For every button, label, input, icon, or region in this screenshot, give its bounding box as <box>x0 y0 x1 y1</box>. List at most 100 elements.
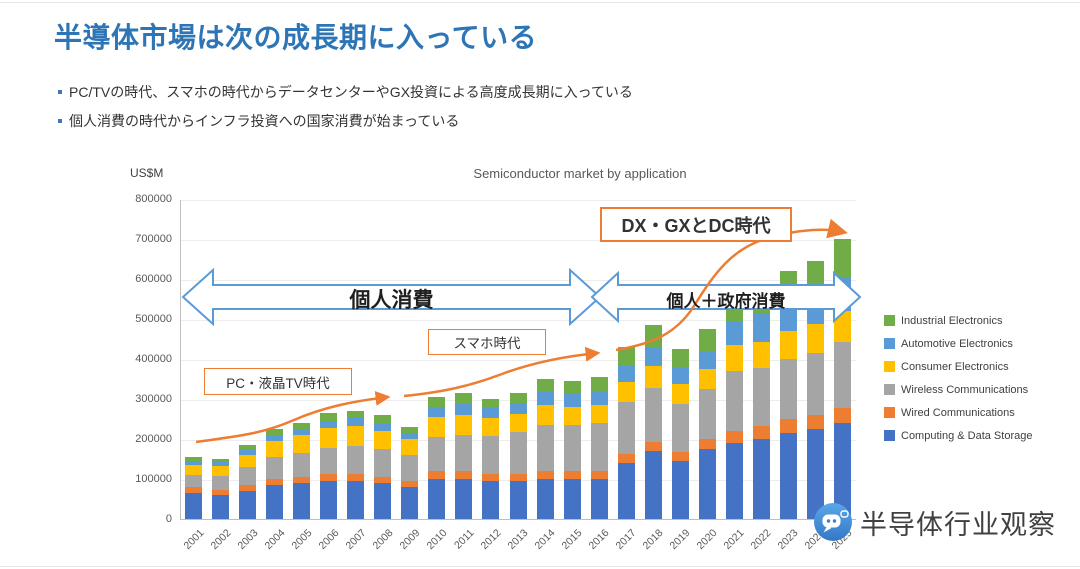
bar-2013 <box>509 393 527 519</box>
bar-segment <box>698 329 716 353</box>
bar-segment <box>482 473 500 481</box>
bar-segment <box>509 480 527 519</box>
bar-segment <box>779 359 797 419</box>
bar-segment <box>185 493 203 519</box>
bar-segment <box>563 478 581 519</box>
watermark-text: 半导体行业观察 <box>860 509 1056 540</box>
bar-segment <box>833 239 851 277</box>
chart-title: Semiconductor market by application <box>473 166 687 181</box>
bar-segment <box>509 413 527 432</box>
legend-item: Wireless Communications <box>884 378 1032 401</box>
y-axis-tick-label: 800000 <box>135 193 172 205</box>
bar-2009 <box>401 427 419 519</box>
y-axis-tick-label: 400000 <box>135 353 172 365</box>
bar-segment <box>185 487 203 493</box>
legend-swatch <box>884 407 895 418</box>
era-box-label: スマホ時代 <box>453 336 521 351</box>
bar-2002 <box>212 459 230 519</box>
bar-segment <box>752 425 770 439</box>
bar-segment <box>671 384 689 405</box>
bar-segment <box>239 485 257 491</box>
bar-2012 <box>482 399 500 519</box>
bar-segment <box>698 448 716 519</box>
bar-2014 <box>536 379 554 519</box>
bar-segment <box>320 448 338 475</box>
x-axis-line <box>180 519 856 520</box>
bar-segment <box>590 405 608 423</box>
bar-segment <box>509 431 527 474</box>
bar-segment <box>428 397 446 407</box>
bar-segment <box>563 394 581 407</box>
bar-segment <box>644 365 662 388</box>
bar-segment <box>374 448 392 477</box>
bar-segment <box>644 347 662 366</box>
bar-segment <box>671 404 689 453</box>
bar-2022 <box>752 287 770 519</box>
gridline <box>180 200 856 201</box>
bar-segment <box>698 368 716 389</box>
bar-segment <box>239 455 257 468</box>
bar-segment <box>239 490 257 519</box>
wechat-logo-icon <box>814 503 852 541</box>
bar-segment <box>563 470 581 479</box>
bar-segment <box>779 419 797 433</box>
bullet-text: 個人消費の時代からインフラ投資への国家消費が始まっている <box>69 113 460 129</box>
page-title: 半導体市場は次の成長期に入っている <box>54 22 538 53</box>
bar-2003 <box>239 445 257 519</box>
bar-segment <box>482 417 500 436</box>
bar-segment <box>455 470 473 479</box>
era-box-label: PC・液晶TV時代 <box>226 375 330 391</box>
bar-segment <box>266 479 284 485</box>
bar-segment <box>833 407 851 423</box>
bar-segment <box>671 452 689 461</box>
bar-segment <box>455 403 473 415</box>
slide-border-bottom <box>0 566 1080 567</box>
bar-2004 <box>266 429 284 519</box>
bar-segment <box>374 430 392 449</box>
gridline <box>180 240 856 241</box>
bar-segment <box>374 422 392 431</box>
bar-segment <box>590 377 608 391</box>
bar-segment <box>239 445 257 450</box>
bar-segment <box>320 480 338 519</box>
y-axis-tick-label: 500000 <box>135 313 172 325</box>
bar-segment <box>752 367 770 426</box>
bar-segment <box>185 475 203 487</box>
era-box-label: DX・GXとDC時代 <box>621 215 771 236</box>
legend-swatch <box>884 315 895 326</box>
bar-segment <box>266 485 284 519</box>
bar-segment <box>671 349 689 368</box>
legend-swatch <box>884 361 895 372</box>
y-axis-tick-label: 0 <box>165 513 172 525</box>
y-axis-tick-label: 300000 <box>135 393 172 405</box>
bar-segment <box>536 379 554 393</box>
era-box-dx-gx-dc: DX・GXとDC時代 <box>600 207 792 242</box>
bar-segment <box>185 461 203 465</box>
bar-segment <box>347 418 365 427</box>
legend-label: Industrial Electronics <box>901 314 1003 327</box>
bar-segment <box>752 313 770 342</box>
bar-segment <box>320 474 338 481</box>
legend-label: Automotive Electronics <box>901 337 1013 350</box>
bar-2025 <box>833 239 851 519</box>
bar-segment <box>590 479 608 519</box>
legend-item: Consumer Electronics <box>884 355 1032 378</box>
bar-segment <box>698 352 716 369</box>
legend-item: Computing & Data Storage <box>884 424 1032 447</box>
bar-segment <box>266 457 284 479</box>
consumption-arrow-right-label: 個人＋政府消費 <box>666 292 786 311</box>
bar-segment <box>455 393 473 404</box>
bullet-icon <box>58 119 62 123</box>
y-axis-line <box>180 200 181 520</box>
bullet-icon <box>58 90 62 94</box>
bar-segment <box>347 480 365 519</box>
bar-segment <box>401 433 419 439</box>
bar-segment <box>590 391 608 405</box>
bar-segment <box>644 450 662 519</box>
bar-segment <box>293 483 311 519</box>
bar-segment <box>536 424 554 471</box>
bar-segment <box>806 428 824 519</box>
bar-segment <box>401 439 419 455</box>
bar-segment <box>185 465 203 475</box>
bar-segment <box>536 470 554 479</box>
